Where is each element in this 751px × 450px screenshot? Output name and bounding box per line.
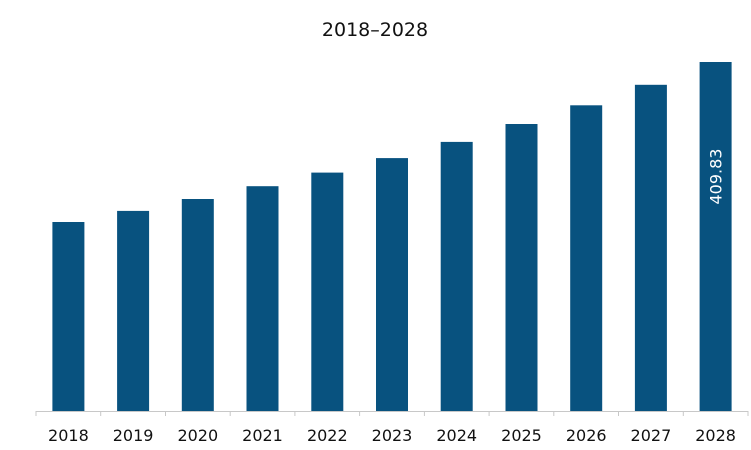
x-tick-label-2028: 2028 [695, 426, 736, 445]
x-tick-label-2025: 2025 [501, 426, 542, 445]
x-tick-label-2026: 2026 [566, 426, 607, 445]
x-tick-label-2019: 2019 [113, 426, 154, 445]
bar-2022 [311, 172, 344, 411]
bar-2018 [52, 222, 85, 411]
x-axis-ticks: 2018 2019 2020 2021 2022 2023 2024 2025 2026 2027… [35, 411, 749, 445]
bar-2028 [699, 62, 732, 411]
data-label-2028: 409.83 [707, 149, 726, 205]
x-tick-label-2020: 2020 [177, 426, 218, 445]
x-tick-label-2024: 2024 [436, 426, 477, 445]
bar-2020 [181, 199, 214, 411]
x-tick-label-2027: 2027 [631, 426, 672, 445]
x-tick-label-2021: 2021 [242, 426, 283, 445]
bar-2023 [376, 158, 408, 411]
bar-2021 [246, 186, 279, 411]
bar-2019 [117, 210, 150, 411]
bar-2025 [505, 124, 538, 411]
x-tick-label-2018: 2018 [48, 426, 89, 445]
bar-2026 [570, 105, 603, 412]
bar-2027 [634, 84, 667, 412]
data-labels-group: 409.83 [707, 149, 726, 205]
x-tick-label-2023: 2023 [372, 426, 413, 445]
chart-title: 2018–2028 [322, 19, 428, 41]
bars-group [52, 62, 732, 412]
x-tick-label-2022: 2022 [307, 426, 348, 445]
bar-2024 [440, 141, 473, 411]
